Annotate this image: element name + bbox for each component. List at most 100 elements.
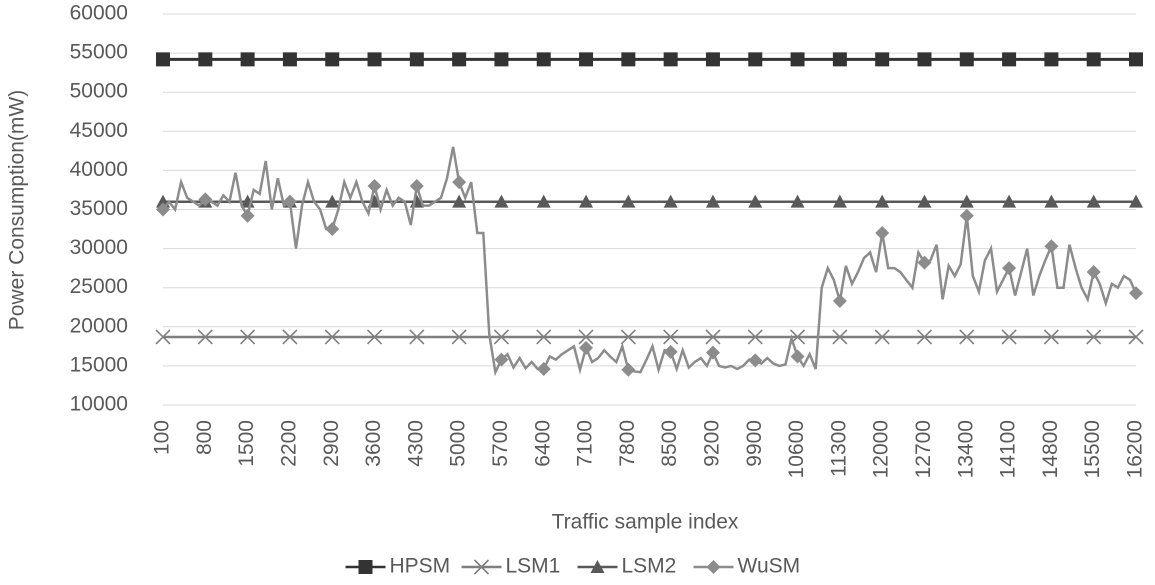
point-marker	[1086, 52, 1101, 67]
point-marker	[959, 329, 975, 345]
point-marker	[282, 52, 297, 67]
point-marker	[1002, 194, 1017, 208]
x-tick-label: 9200	[701, 420, 724, 467]
point-marker	[452, 194, 467, 208]
point-marker	[579, 340, 594, 355]
point-marker	[494, 52, 509, 67]
point-marker	[1086, 194, 1101, 208]
point-marker	[959, 194, 974, 208]
point-marker	[409, 329, 425, 345]
point-marker	[198, 52, 213, 67]
x-tick-label: 7800	[616, 420, 639, 467]
point-marker	[452, 175, 467, 190]
legend-label: LSM1	[506, 555, 561, 578]
point-marker	[875, 52, 890, 67]
point-marker	[790, 52, 805, 67]
point-marker	[451, 329, 467, 345]
point-marker	[874, 329, 890, 345]
point-marker	[1001, 329, 1017, 345]
point-marker	[705, 194, 720, 208]
point-marker	[705, 345, 720, 360]
point-marker	[790, 194, 805, 208]
x-tick-label: 10600	[785, 420, 808, 478]
y-tick-label: 10000	[70, 393, 128, 416]
x-tick-label: 16200	[1124, 420, 1147, 478]
point-marker	[748, 194, 763, 208]
point-marker	[493, 329, 510, 345]
legend-label: WuSM	[738, 555, 801, 578]
point-marker	[240, 208, 255, 223]
x-tick-label: 6400	[531, 420, 554, 467]
point-marker	[959, 52, 974, 67]
x-tick-label: 4300	[404, 420, 427, 467]
x-tick-label: 15500	[1081, 420, 1104, 478]
point-marker	[1129, 52, 1143, 67]
y-axis-title: Power Consumption(mW)	[6, 90, 29, 330]
legend-marker	[590, 560, 605, 573]
point-marker	[198, 192, 213, 207]
point-marker	[620, 329, 636, 345]
point-marker	[536, 194, 551, 208]
y-tick-label: 35000	[70, 197, 128, 220]
point-marker	[1002, 52, 1017, 67]
point-marker	[832, 329, 848, 345]
point-marker	[1044, 239, 1059, 254]
point-marker	[917, 194, 932, 208]
y-tick-label: 20000	[70, 314, 128, 337]
x-tick-label: 13400	[954, 420, 977, 478]
point-marker	[705, 52, 720, 67]
x-tick-label: 14800	[1039, 420, 1062, 478]
legend-marker	[473, 559, 490, 575]
point-marker	[917, 255, 932, 270]
x-tick-label: 2900	[320, 420, 343, 467]
point-marker	[748, 353, 763, 368]
point-marker	[366, 329, 383, 345]
point-marker	[579, 194, 594, 208]
y-tick-label: 40000	[70, 158, 128, 181]
point-marker	[452, 52, 467, 67]
point-marker	[748, 52, 763, 67]
x-tick-label: 8500	[658, 420, 681, 467]
point-marker	[832, 52, 847, 67]
legend-label: HPSM	[390, 555, 451, 578]
point-marker	[156, 52, 170, 67]
point-marker	[325, 194, 340, 208]
point-marker	[494, 194, 509, 208]
point-marker	[916, 329, 933, 345]
point-marker	[959, 208, 974, 223]
point-marker	[663, 329, 679, 345]
x-tick-label: 14100	[997, 420, 1020, 478]
x-tick-label: 2200	[277, 420, 300, 467]
x-tick-label: 100	[151, 420, 174, 455]
point-marker	[663, 52, 678, 67]
point-marker	[621, 362, 636, 377]
point-marker	[409, 179, 424, 194]
legend-label: LSM2	[622, 555, 677, 578]
point-marker	[1043, 329, 1059, 345]
point-marker	[917, 52, 932, 67]
x-tick-label: 3600	[362, 420, 385, 467]
point-marker	[156, 202, 170, 217]
x-tick-label: 1500	[235, 420, 258, 467]
legend-marker	[358, 560, 373, 574]
y-tick-label: 25000	[70, 275, 128, 298]
point-marker	[663, 344, 678, 359]
point-marker	[1044, 52, 1059, 67]
point-marker	[621, 194, 636, 208]
point-marker	[325, 52, 340, 67]
x-tick-label: 7100	[574, 420, 597, 467]
point-marker	[621, 52, 636, 67]
point-marker	[875, 225, 890, 240]
point-marker	[325, 222, 340, 237]
point-marker	[409, 52, 424, 67]
point-marker	[536, 362, 551, 377]
y-tick-label: 15000	[70, 353, 128, 376]
point-marker	[705, 329, 721, 345]
point-marker	[1129, 194, 1143, 208]
point-marker	[324, 329, 340, 345]
point-marker	[832, 293, 847, 308]
x-tick-label: 9900	[743, 420, 766, 467]
point-marker	[747, 329, 763, 345]
point-marker	[1128, 329, 1144, 345]
point-marker	[875, 194, 890, 208]
